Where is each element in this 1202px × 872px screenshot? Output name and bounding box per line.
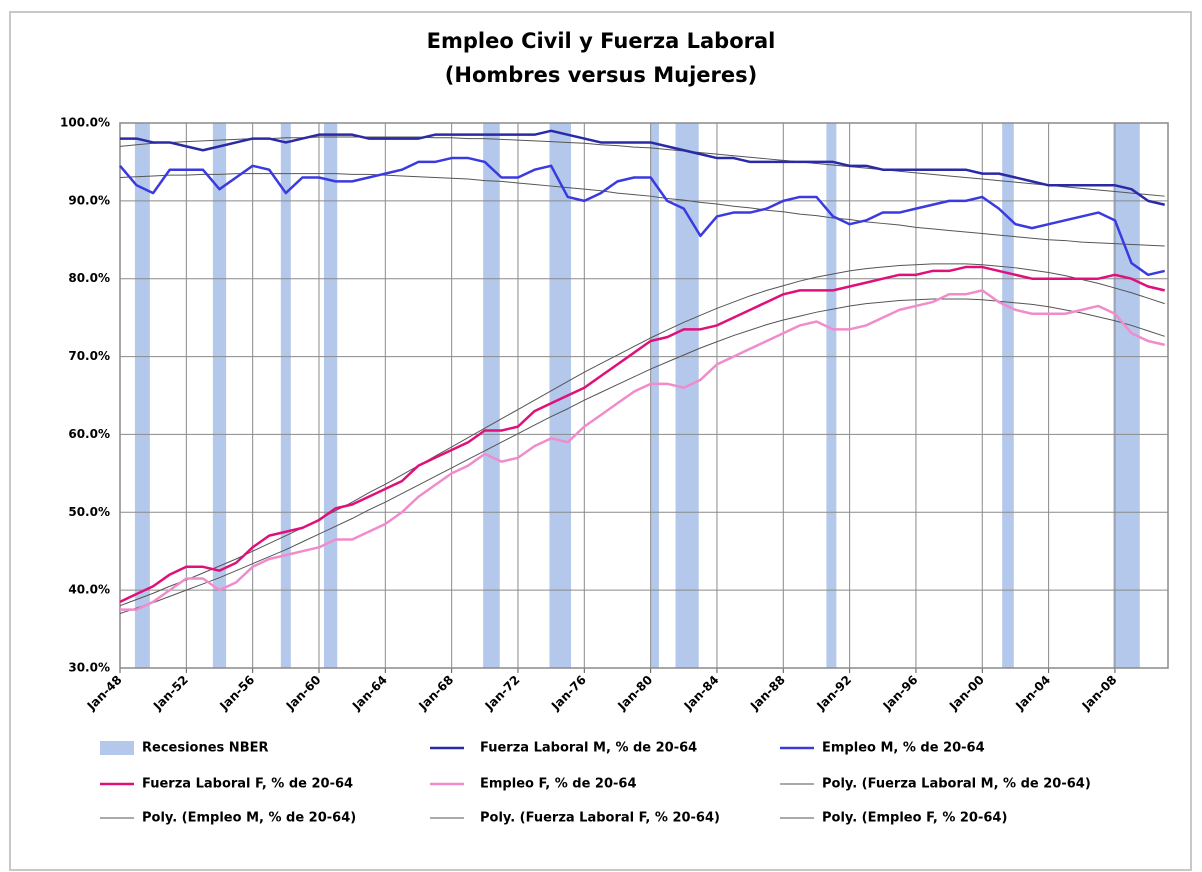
recession-band	[1113, 123, 1140, 668]
series-line	[120, 289, 1165, 611]
legend-label: Fuerza Laboral F, % de 20-64	[142, 777, 353, 792]
recession-band	[280, 123, 291, 668]
recession-band	[675, 123, 699, 668]
recession-band	[826, 123, 837, 668]
series-line	[119, 156, 1165, 277]
y-tick-label: 60.0%	[68, 427, 110, 441]
recession-band	[483, 123, 500, 668]
y-tick-label: 30.0%	[68, 661, 110, 675]
y-tick-label: 80.0%	[68, 271, 110, 285]
legend-label: Poly. (Fuerza Laboral F, % 20-64)	[480, 811, 720, 826]
legend-label: Empleo M, % de 20-64	[822, 741, 985, 756]
legend-label: Poly. (Empleo F, % 20-64)	[822, 811, 1007, 826]
legend-label: Poly. (Empleo M, % de 20-64)	[142, 811, 356, 826]
chart-subtitle: (Hombres versus Mujeres)	[445, 63, 757, 87]
legend-label: Fuerza Laboral M, % de 20-64	[480, 741, 697, 756]
chart-frame	[9, 11, 1192, 871]
recession-band	[323, 123, 338, 668]
recession-band	[134, 123, 150, 668]
series-line	[119, 265, 1165, 603]
legend-label: Poly. (Fuerza Laboral M, % de 20-64)	[822, 777, 1091, 792]
chart-title: Empleo Civil y Fuerza Laboral	[427, 29, 776, 53]
series-line	[119, 263, 1165, 607]
series-line	[119, 298, 1165, 614]
y-tick-label: 70.0%	[68, 349, 110, 363]
series-line	[119, 136, 1165, 197]
y-tick-label: 90.0%	[68, 193, 110, 207]
series-line	[120, 129, 1165, 206]
plot-area	[119, 122, 1169, 669]
y-tick-label: 40.0%	[68, 583, 110, 597]
recession-band	[1002, 123, 1014, 668]
legend-swatch	[100, 741, 134, 755]
recession-band	[212, 123, 227, 668]
legend-label: Recesiones NBER	[142, 741, 269, 756]
legend-label: Empleo F, % de 20-64	[480, 777, 637, 792]
recession-band	[549, 123, 572, 668]
y-tick-label: 50.0%	[68, 505, 110, 519]
recession-band	[650, 123, 659, 668]
y-tick-label: 100.0%	[60, 116, 110, 130]
series-line	[119, 173, 1165, 247]
